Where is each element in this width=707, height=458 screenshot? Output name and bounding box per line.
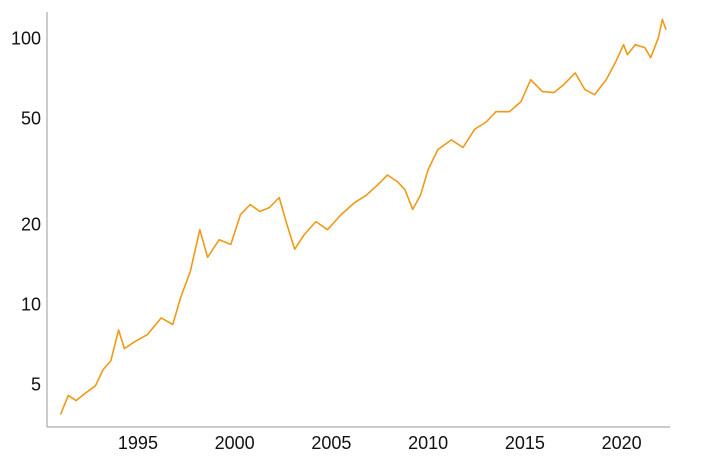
line-series <box>59 18 667 415</box>
x-tick-label: 2020 <box>602 433 642 453</box>
y-tick-label: 5 <box>31 375 41 395</box>
y-tick-label: 100 <box>11 28 41 48</box>
y-tick-label: 10 <box>21 294 41 314</box>
y-tick-label: 50 <box>21 108 41 128</box>
x-tick-label: 2015 <box>505 433 545 453</box>
x-tick-label: 2005 <box>311 433 351 453</box>
y-tick-label: 20 <box>21 214 41 234</box>
x-tick-label: 2010 <box>408 433 448 453</box>
x-tick-label: 2000 <box>215 433 255 453</box>
x-tick-label: 1995 <box>118 433 158 453</box>
